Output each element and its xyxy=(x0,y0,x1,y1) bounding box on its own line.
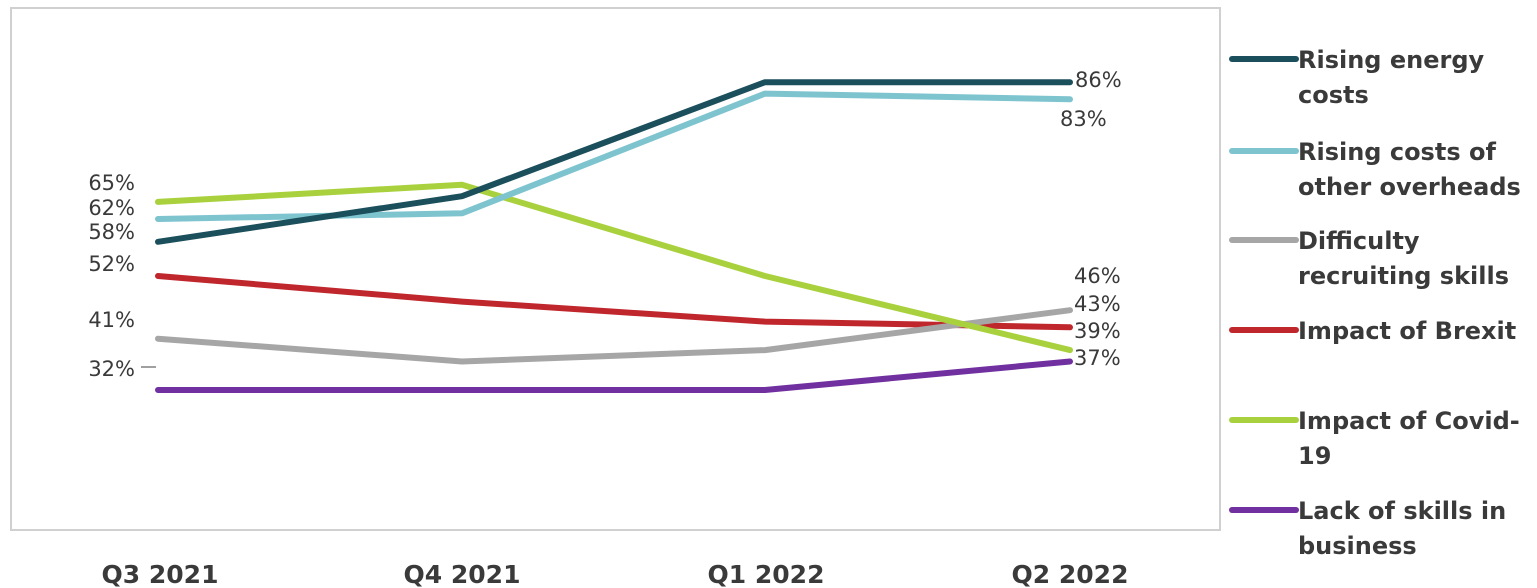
end-value-label: 86% xyxy=(1075,68,1122,92)
series-line-6 xyxy=(155,358,1073,393)
end-value-label: 46% xyxy=(1074,264,1121,288)
start-value-label: 65% xyxy=(88,171,135,195)
start-value-label: 32% xyxy=(88,357,135,381)
start-value-label: 52% xyxy=(88,252,135,276)
plot-area-frame xyxy=(10,7,1221,531)
legend-label: Difficulty xyxy=(1298,227,1420,255)
legend-label: recruiting skills xyxy=(1298,262,1509,290)
end-labels: 86% 83% 46% 43% 39% 37% xyxy=(1060,68,1122,370)
x-tick-label: Q1 2022 xyxy=(708,560,825,588)
legend-label: costs xyxy=(1298,81,1369,109)
legend-label: 19 xyxy=(1298,442,1331,470)
x-tick-label: Q4 2021 xyxy=(404,560,521,588)
start-value-label: 62% xyxy=(88,196,135,220)
x-tick-label: Q2 2022 xyxy=(1012,560,1129,588)
series-line-1 xyxy=(155,79,1073,245)
end-value-label: 37% xyxy=(1074,346,1121,370)
series-line-3 xyxy=(155,307,1073,365)
legend-label: Lack of skills in xyxy=(1298,497,1506,525)
series-line-4 xyxy=(155,273,1073,331)
end-value-label: 43% xyxy=(1074,292,1121,316)
legend-label: Rising costs of xyxy=(1298,138,1496,166)
series-line-2 xyxy=(155,90,1073,222)
legend-label: other overheads xyxy=(1298,173,1521,201)
x-tick-label: Q3 2021 xyxy=(102,560,219,588)
series-layer xyxy=(155,79,1073,393)
legend-label: business xyxy=(1298,532,1417,560)
start-labels: 65%62%58% 52% 41% 32% xyxy=(88,171,156,381)
end-value-label: 39% xyxy=(1074,319,1121,343)
start-value-label: 41% xyxy=(88,308,135,332)
start-value-label: 58% xyxy=(88,220,135,244)
legend: Rising energy costs Rising costs of other o… xyxy=(1229,46,1521,560)
legend-label: Rising energy xyxy=(1298,46,1484,74)
legend-label: Impact of Covid- xyxy=(1298,407,1520,435)
legend-label: Impact of Brexit xyxy=(1298,317,1516,345)
x-axis-ticks: Q3 2021 Q4 2021 Q1 2022 Q2 2022 xyxy=(102,560,1129,588)
end-value-label: 83% xyxy=(1060,107,1107,131)
series-line-5 xyxy=(155,181,1073,354)
